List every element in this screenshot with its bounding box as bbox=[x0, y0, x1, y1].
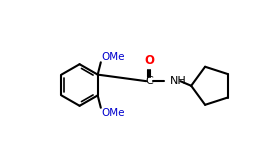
Text: C: C bbox=[145, 76, 153, 86]
Text: OMe: OMe bbox=[102, 109, 125, 119]
Text: OMe: OMe bbox=[102, 52, 125, 61]
Text: NH: NH bbox=[170, 76, 186, 86]
Text: O: O bbox=[144, 53, 154, 67]
